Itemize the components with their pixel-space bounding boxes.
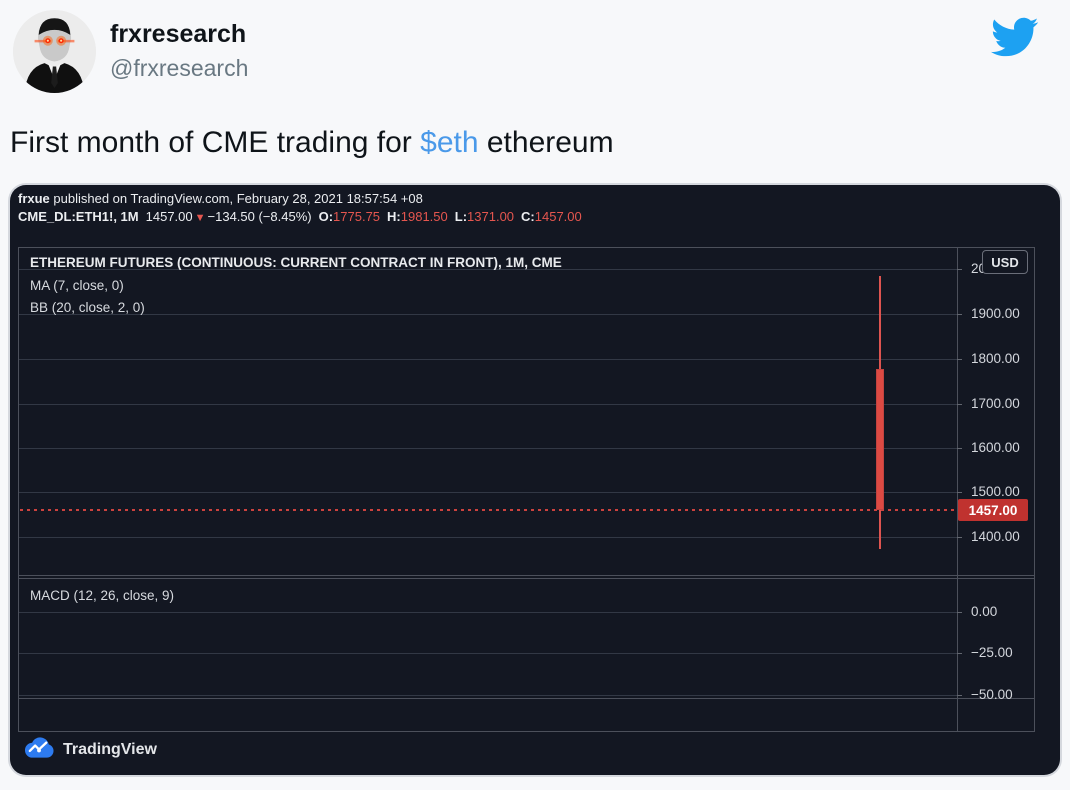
down-arrow-icon: ▼ [194,212,206,224]
macd-pane-top-border [19,578,1034,579]
axis-tick [957,695,962,696]
axis-tick [957,612,962,613]
price-tick-1500: 1500.00 [971,484,1020,499]
change-value: −134.50 (−8.45%) [207,209,312,224]
twitter-bird-icon[interactable] [985,12,1043,62]
price-tick-1400: 1400.00 [971,529,1020,544]
open-value: 1775.75 [333,209,381,224]
gridline-macd-neg25 [19,653,957,654]
axis-tick [957,269,962,270]
gridline-macd-0 [19,612,957,613]
last-price-dashed-line [20,509,956,511]
price-tick-1900: 1900.00 [971,306,1020,321]
candle-body [876,369,884,510]
low-value: 1371.00 [467,209,515,224]
publish-line: frxue published on TradingView.com, Febr… [18,190,423,208]
close-label: C: [521,209,535,224]
gridline-1900 [19,314,957,315]
high-label: H: [387,209,401,224]
symbol-name: CME_DL:ETH1!, 1M [18,209,139,224]
main-pane-bottom-border [19,575,1034,576]
chart-plot-region: ETHEREUM FUTURES (CONTINUOUS: CURRENT CO… [18,247,1035,732]
publish-author: frxue [18,191,50,206]
price-axis: 2000.00 1900.00 1800.00 1700.00 1600.00 … [957,248,1034,731]
tradingview-footer: TradingView [24,736,157,764]
macd-tick-neg50: −50.00 [971,687,1013,702]
axis-tick [957,537,962,538]
gridline-1800 [19,359,957,360]
avatar-image [13,10,96,93]
price-axis-separator [957,248,958,731]
gridline-1500 [19,492,957,493]
price-tick-1800: 1800.00 [971,351,1020,366]
gridline-1400 [19,537,957,538]
axis-tick [957,359,962,360]
gridline-1600 [19,448,957,449]
axis-tick [957,653,962,654]
close-value: 1457.00 [534,209,582,224]
open-label: O: [318,209,334,224]
tradingview-brand-text: TradingView [63,741,157,758]
chart-title: ETHEREUM FUTURES (CONTINUOUS: CURRENT CO… [30,255,562,270]
tweet-author-handle[interactable]: @frxresearch [110,55,249,81]
high-value: 1981.50 [400,209,448,224]
axis-tick [957,492,962,493]
currency-badge: USD [982,250,1028,274]
macd-indicator-label: MACD (12, 26, close, 9) [30,588,175,603]
price-tick-1700: 1700.00 [971,396,1020,411]
macd-tick-0: 0.00 [971,604,998,619]
gridline-2000 [19,269,957,270]
axis-tick [957,314,962,315]
ma-indicator-label: MA (7, close, 0) [30,278,124,293]
last-price-value: 1457.00 [145,209,193,224]
publish-info: published on TradingView.com, February 2… [49,191,423,206]
axis-tick [957,448,962,449]
gridline-macd-neg50 [19,695,957,696]
axis-tick [957,404,962,405]
bb-indicator-label: BB (20, close, 2, 0) [30,300,145,315]
tweet-text: First month of CME trading for $eth ethe… [10,126,614,160]
cashtag-link[interactable]: $eth [420,126,479,159]
low-label: L: [454,209,468,224]
symbol-line: CME_DL:ETH1!, 1M 1457.00 ▼ −134.50 (−8.45%)… [18,208,582,227]
macd-pane-bottom-border [19,698,1034,699]
tradingview-logo-icon [24,736,55,764]
avatar[interactable] [13,10,96,93]
tweet-text-after: ethereum [478,126,614,159]
macd-tick-neg25: −25.00 [971,645,1013,660]
price-tick-1600: 1600.00 [971,440,1020,455]
tweet-author-name[interactable]: frxresearch [110,20,247,48]
tweet-text-before: First month of CME trading for [10,126,421,159]
tradingview-chart-card[interactable]: frxue published on TradingView.com, Febr… [10,185,1060,775]
gridline-1700 [19,404,957,405]
last-price-badge: 1457.00 [958,499,1028,521]
